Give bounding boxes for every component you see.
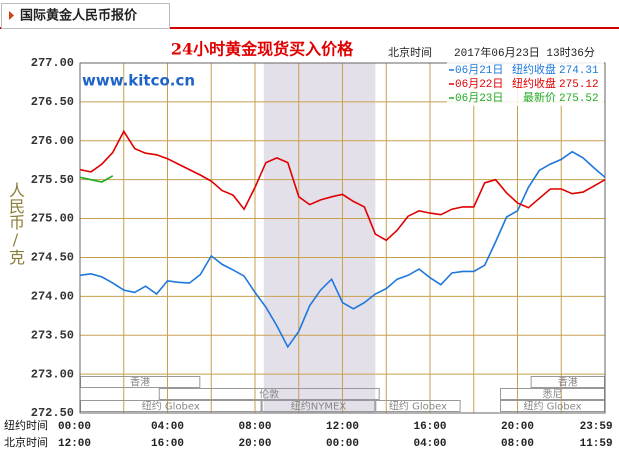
legend-label: 最新价: [523, 90, 556, 104]
legend-value: 275.52: [559, 93, 599, 105]
x-tick-label: 20:00: [501, 421, 534, 433]
shaded-region: [263, 63, 376, 413]
x-tick-label: 12:00: [326, 421, 359, 433]
y-tick-label: 274.00: [31, 290, 74, 304]
x-tick-label: 23:59: [580, 421, 613, 433]
legend-name: 06月21日: [455, 64, 503, 77]
x2-tick-label: 00:00: [326, 438, 359, 450]
legend-box: [447, 62, 604, 106]
session-label: 纽约 Globex: [389, 400, 447, 413]
x2-tick-label: 16:00: [151, 438, 184, 450]
y-tick-label: 275.50: [31, 173, 74, 187]
y-axis-label: 人民币/克: [6, 182, 25, 265]
x2-tick-label: 20:00: [238, 438, 271, 450]
series-line: [79, 129, 606, 242]
y-tick-label: 273.50: [31, 328, 74, 342]
session-label: 悉尼: [543, 389, 563, 401]
x-tick-label: 04:00: [151, 421, 184, 433]
watermark: www.kitco.cn: [82, 72, 195, 90]
session-box: [375, 400, 461, 412]
y-tick-label: 277.00: [31, 56, 74, 70]
session-label: 香港: [558, 377, 578, 389]
series-line: [79, 175, 114, 183]
session-label: 纽约 Globex: [523, 400, 581, 413]
x2-tick-label: 12:00: [58, 438, 91, 450]
y-tick-label: 276.00: [31, 134, 74, 148]
plot: 272.50 273.00 273.50 274.00 274.50 275.00 275.…: [4, 56, 613, 450]
session-box: [261, 400, 376, 412]
header-title: 国际黄金人民币报价: [20, 8, 138, 24]
y-tick-label: 272.50: [31, 406, 74, 420]
legend-value: 275.12: [559, 79, 599, 91]
session-box: [158, 388, 380, 400]
tab-arrow: [9, 11, 14, 20]
x-axis-label: 纽约时间: [4, 418, 48, 432]
y-tick-label: 276.50: [31, 95, 74, 109]
session-label: 纽约NYMEX: [291, 400, 347, 413]
session-label: 香港: [130, 377, 150, 389]
y-tick-label: 275.00: [31, 212, 74, 226]
x-tick-label: 16:00: [413, 421, 446, 433]
legend-name: 06月22日: [455, 78, 503, 91]
session-label: 纽约 Globex: [142, 400, 200, 413]
plot-frame: [79, 62, 606, 414]
x-tick-label: 08:00: [238, 421, 271, 433]
legend-value: 274.31: [559, 65, 599, 77]
y-tick-label: 274.50: [31, 251, 74, 265]
session-label: 伦敦: [259, 388, 279, 401]
legend-label: 纽约收盘: [512, 76, 556, 90]
legend-label: 纽约收盘: [512, 62, 556, 76]
x-tick-label: 00:00: [58, 421, 91, 433]
x2-tick-label: 11:59: [580, 438, 613, 450]
x2-tick-label: 04:00: [413, 438, 446, 450]
chart-title: 24小时黄金现货买入价格: [171, 40, 354, 59]
series-line: [79, 150, 606, 349]
timestamp: 2017年06月23日 13时36分: [454, 45, 595, 60]
header-tab: [1, 3, 170, 29]
legend-name: 06月23日: [455, 92, 503, 105]
time-zone-label: 北京时间: [388, 45, 432, 59]
x2-tick-label: 08:00: [501, 438, 534, 450]
x-axis-label: 北京时间: [4, 435, 48, 449]
y-tick-label: 273.00: [31, 367, 74, 381]
